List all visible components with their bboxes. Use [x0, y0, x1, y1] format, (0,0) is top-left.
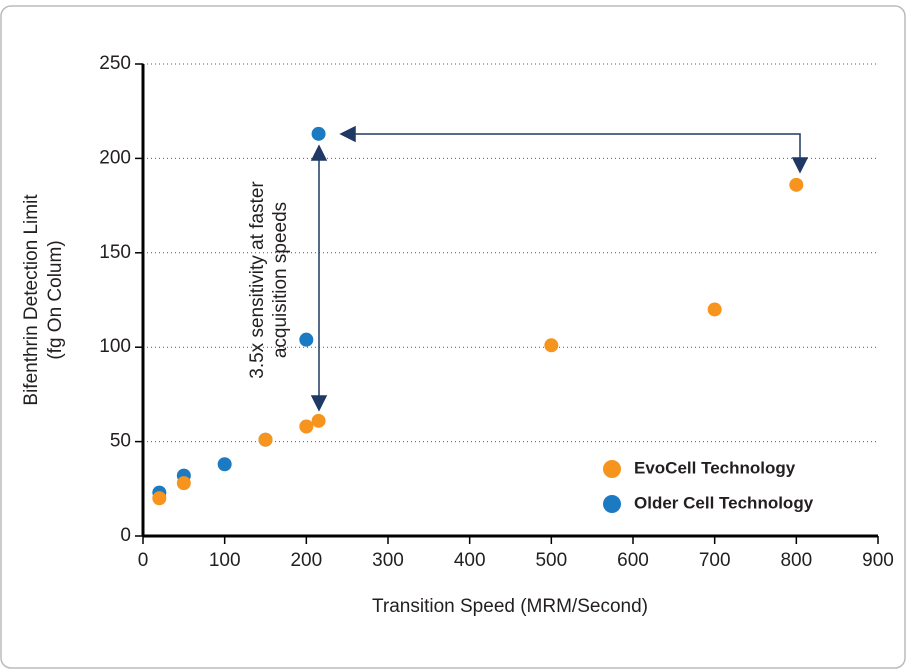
legend-label: Older Cell Technology: [634, 493, 814, 512]
point: [258, 432, 273, 447]
y-tick-label: 100: [99, 336, 131, 357]
point: [311, 413, 326, 428]
y-axis-label: (fg On Colum): [45, 240, 66, 359]
arrow-head: [791, 157, 809, 174]
x-tick-label: 700: [699, 550, 731, 571]
point: [707, 302, 722, 317]
arrows: [310, 125, 809, 412]
x-tick-label: 800: [780, 550, 812, 571]
arrow-head: [339, 125, 356, 143]
point: [299, 332, 314, 347]
y-tick-label: 50: [110, 431, 131, 452]
legend-label: EvoCell Technology: [634, 458, 796, 477]
grid: 0 50 100 150 200 250 0 100 200 300 400 500 600 700 800…: [99, 53, 894, 571]
legend: EvoCell Technology Older Cell Technology: [603, 458, 814, 513]
arrow-head: [310, 395, 328, 412]
point: [176, 476, 191, 491]
y-axis-label: Bifenthrin Detection Limit: [21, 194, 42, 406]
point: [311, 126, 326, 141]
marks: [152, 126, 804, 506]
x-tick-label: 900: [862, 550, 894, 571]
x-tick-label: 0: [138, 550, 149, 571]
y-tick-label: 150: [99, 242, 131, 263]
arrow-line: [353, 133, 801, 160]
x-tick-label: 400: [454, 550, 486, 571]
annotation: 3.5x sensitivity at faster: [247, 181, 268, 379]
legend-marker: [603, 495, 621, 513]
x-tick-label: 200: [290, 550, 322, 571]
x-axis-label: Transition Speed (MRM/Second): [372, 596, 648, 617]
x-tick-label: 500: [535, 550, 567, 571]
point: [544, 338, 559, 353]
y-tick-label: 250: [99, 53, 131, 74]
legend-marker: [603, 460, 621, 478]
y-tick-label: 200: [99, 147, 131, 168]
point: [152, 491, 167, 506]
arrow-head: [310, 144, 328, 161]
x-tick-label: 600: [617, 550, 649, 571]
y-tick-label: 0: [120, 525, 131, 546]
x-tick-label: 300: [372, 550, 404, 571]
frame: [0, 5, 906, 669]
annotation: acquisition speeds: [270, 202, 291, 358]
point: [299, 419, 314, 434]
point: [217, 457, 232, 472]
x-tick-label: 100: [209, 550, 241, 571]
point: [789, 177, 804, 192]
